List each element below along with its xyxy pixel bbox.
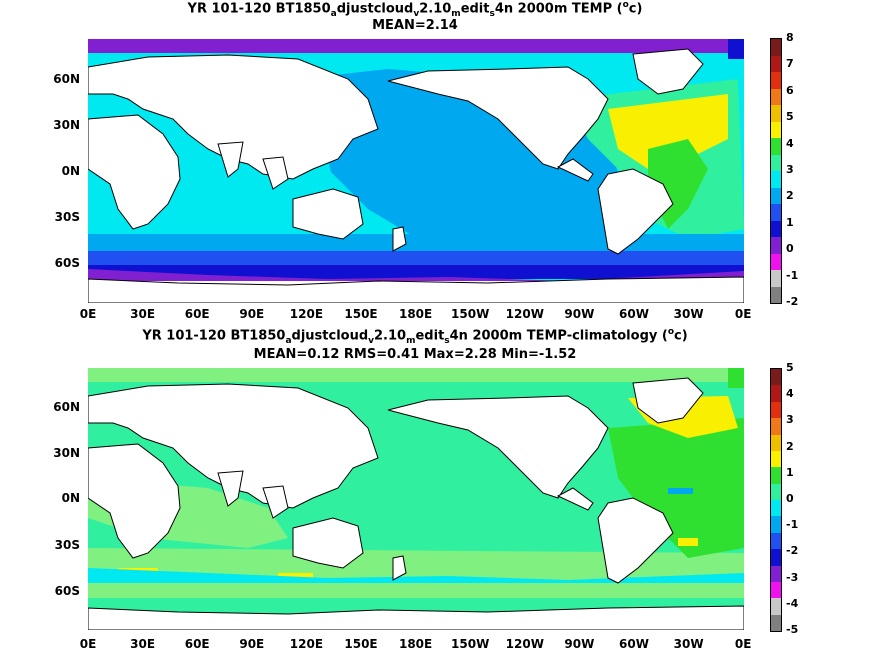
p2-colorbar-segment (771, 516, 781, 533)
p2-lon-11: 30W (673, 637, 704, 651)
p2-colorbar-segment (771, 598, 781, 615)
p1-lon-10: 60W (619, 307, 649, 321)
p1-colorbar-label: 0 (786, 242, 794, 256)
p1-lon-6: 180E (398, 307, 433, 321)
p1-colorbar-segment (771, 286, 781, 303)
p2-lon-7: 150W (451, 637, 490, 651)
p2-lat-60n: 60N (53, 400, 80, 414)
p1-colorbar-segment (771, 270, 781, 287)
panel2-stats: MEAN=0.12 RMS=0.41 Max=2.28 Min=-1.52 (253, 347, 577, 362)
p1-colorbar-segment (771, 88, 781, 105)
p2-colorbar-segment (771, 450, 781, 468)
p1-colorbar-label: -1 (786, 268, 799, 282)
p2-colorbar-segment (771, 565, 781, 582)
p2-lon-5: 150E (344, 637, 378, 651)
p1-colorbar-label: 2 (786, 189, 794, 203)
p2-colorbar-segment (771, 434, 781, 451)
p1-lon-12: 0E (734, 307, 752, 321)
p1-colorbar-segment (771, 220, 781, 237)
p1-colorbar-segment (771, 138, 781, 155)
p2-colorbar-segment (771, 532, 781, 550)
p1-lon-11: 30W (673, 307, 704, 321)
p2-colorbar-label: -1 (786, 518, 799, 532)
p1-colorbar-segment (771, 121, 781, 138)
p1-lon-3: 90E (239, 307, 265, 321)
p2-colorbar-label: 2 (786, 439, 794, 453)
p2-colorbar-label: -5 (786, 623, 799, 636)
p1-colorbar-label: -2 (786, 295, 799, 308)
p1-colorbar-segment (771, 39, 781, 56)
p2-lon-10: 60W (619, 637, 649, 651)
p1-colorbar-label: 7 (786, 57, 794, 71)
p1-colorbar-segment (771, 237, 781, 254)
panel1-map (88, 39, 744, 303)
p2-colorbar-label: -4 (786, 596, 799, 610)
p1-lon-9: 90W (564, 307, 595, 321)
p1-colorbar-segment (771, 253, 781, 270)
p1-colorbar-segment (771, 55, 781, 72)
p1-lon-7: 150W (451, 307, 490, 321)
p2-lon-4: 120E (289, 637, 324, 651)
p2-lon-2: 60E (184, 637, 210, 651)
p1-lat-0n: 0N (61, 164, 80, 178)
p2-lon-0: 0E (79, 637, 97, 651)
p2-colorbar-segment (771, 385, 781, 402)
p1-lon-1: 30E (130, 307, 156, 321)
p1-colorbar-segment (771, 171, 781, 188)
p1-lon-0: 0E (79, 307, 97, 321)
p2-colorbar-segment (771, 483, 781, 500)
panel1-title: YR 101-120 BT1850adjustcloudv2.10medits4… (187, 0, 643, 19)
p2-colorbar-segment (771, 369, 781, 386)
panel2-map (88, 368, 744, 630)
p1-lon-8: 120W (505, 307, 544, 321)
panel2-title: YR 101-120 BT1850adjustcloudv2.10medits4… (142, 327, 688, 346)
p1-colorbar-segment (771, 105, 781, 122)
p2-lon-6: 180E (398, 637, 433, 651)
p2-lon-3: 90E (239, 637, 265, 651)
p2-lat-30n: 30N (53, 446, 80, 460)
p2-lon-8: 120W (505, 637, 544, 651)
p2-colorbar-label: 0 (786, 492, 794, 505)
p2-colorbar-label: -2 (786, 544, 799, 558)
p1-colorbar-label: 3 (786, 163, 794, 176)
p1-lon-5: 150E (344, 307, 378, 321)
p1-colorbar-label: 8 (786, 31, 794, 44)
p1-colorbar-segment (771, 72, 781, 89)
p2-colorbar-segment (771, 581, 781, 599)
p2-colorbar-segment (771, 418, 781, 435)
p2-lat-0n: 0N (61, 491, 80, 505)
p2-colorbar-segment (771, 614, 781, 631)
panel2-colorbar (770, 368, 782, 632)
p2-lon-12: 0E (734, 637, 752, 651)
p2-colorbar-label: -3 (786, 570, 799, 584)
p1-colorbar-segment (771, 154, 781, 171)
p2-lat-30s: 30S (54, 538, 80, 552)
p1-lon-2: 60E (184, 307, 210, 321)
p1-colorbar-segment (771, 187, 781, 204)
p2-colorbar-segment (771, 401, 781, 419)
p1-lat-30n: 30N (53, 118, 80, 132)
p1-colorbar-label: 5 (786, 110, 794, 124)
p2-colorbar-segment (771, 549, 781, 566)
p2-colorbar-segment (771, 467, 781, 484)
p1-lon-4: 120E (289, 307, 324, 321)
p2-colorbar-label: 4 (786, 387, 794, 401)
p2-lat-60s: 60S (54, 584, 80, 598)
p1-colorbar-label: 1 (786, 215, 794, 229)
p2-lon-9: 90W (564, 637, 595, 651)
p2-colorbar-label: 5 (786, 361, 794, 374)
p2-lon-1: 30E (130, 637, 156, 651)
p1-colorbar-segment (771, 204, 781, 221)
p2-colorbar-label: 3 (786, 413, 794, 427)
p1-lat-60n: 60N (53, 72, 80, 86)
p1-lat-30s: 30S (54, 210, 80, 224)
p2-colorbar-label: 1 (786, 465, 794, 479)
p1-colorbar-label: 6 (786, 83, 794, 97)
panel1-stats: MEAN=2.14 (372, 18, 458, 33)
p2-colorbar-segment (771, 500, 781, 517)
p1-colorbar-label: 4 (786, 136, 794, 150)
p1-lat-60s: 60S (54, 256, 80, 270)
panel1-colorbar (770, 38, 782, 304)
